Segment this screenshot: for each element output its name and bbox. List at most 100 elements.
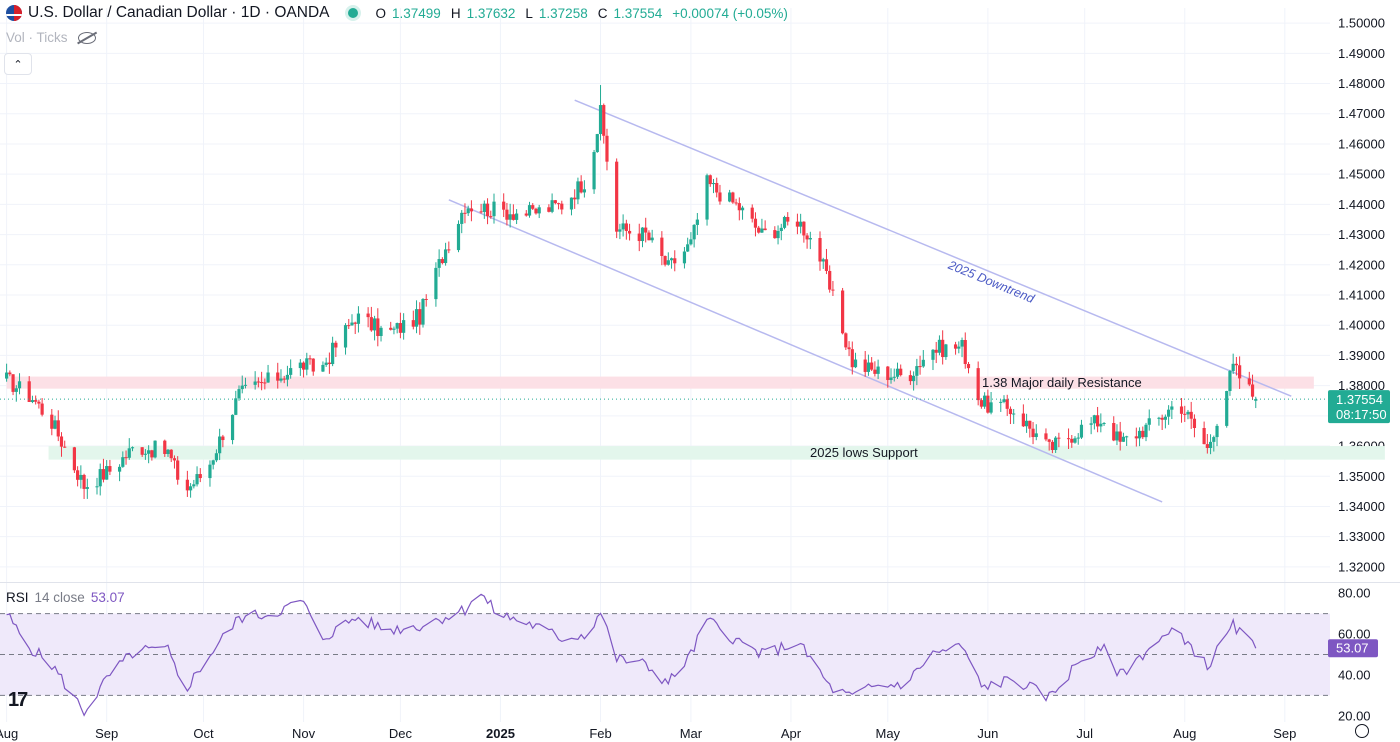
channel-lower-line (448, 199, 1163, 503)
candle-body (1192, 418, 1197, 429)
candle-body (260, 382, 264, 384)
gear-icon[interactable] (1355, 724, 1369, 738)
candle-body (605, 135, 609, 162)
last-price-badge (1328, 390, 1390, 424)
candle-body (505, 209, 509, 220)
candle-body (188, 486, 193, 491)
candle-body (369, 317, 373, 331)
y-tick-label: 1.32000 (1338, 559, 1385, 574)
candle-body (1102, 423, 1106, 425)
candle-body (569, 197, 574, 210)
candle-body (392, 328, 396, 330)
candle-body (421, 298, 425, 325)
x-tick-label: Dec (389, 726, 413, 741)
y-tick-label: 1.38000 (1338, 378, 1385, 393)
candle-body (983, 395, 987, 407)
rsi-name[interactable]: RSI (6, 590, 29, 605)
candle-body (1121, 436, 1126, 442)
symbol-title[interactable]: U.S. Dollar / Canadian Dollar · 1D · OAN… (28, 4, 330, 21)
rsi-tick-label: 60.00 (1338, 627, 1371, 642)
candle-body (560, 203, 564, 210)
rsi-tick-label: 80.00 (1338, 586, 1371, 601)
candle-body (1254, 399, 1258, 401)
candle-body (176, 460, 180, 480)
candle-body (734, 202, 738, 204)
candle-body (547, 207, 551, 212)
candle-body (253, 381, 257, 385)
candle-body (708, 175, 712, 185)
y-tick-label: 1.43000 (1338, 227, 1385, 242)
collapse-legend-button[interactable]: ⌃ (4, 53, 32, 75)
candle-body (1050, 441, 1055, 450)
candle-body (479, 211, 483, 213)
candle-body (63, 446, 67, 448)
candle-body (53, 420, 57, 429)
candle-body (192, 484, 196, 487)
candle-body (169, 449, 173, 459)
candle-body (282, 378, 286, 380)
eye-off-icon[interactable] (77, 31, 96, 44)
candle-body (85, 487, 89, 489)
candle-body (553, 200, 557, 204)
candle-body (979, 400, 984, 407)
candle-body (353, 322, 357, 324)
rsi-line (6, 593, 1257, 717)
volume-label[interactable]: Vol · Ticks (6, 30, 68, 45)
candle-body (276, 372, 280, 381)
candle-body (456, 223, 461, 251)
candle-body (1115, 431, 1119, 441)
candle-body (440, 259, 444, 264)
ohlc-high-key: H (450, 5, 461, 21)
candle-body (592, 152, 596, 190)
candle-body (372, 318, 377, 331)
candle-body (799, 221, 803, 227)
candle-body (666, 260, 670, 265)
x-tick-label: Sep (95, 726, 118, 741)
support-zone-label: 2025 lows Support (810, 445, 918, 460)
candle-body (889, 377, 893, 381)
candle-body (17, 381, 22, 389)
candle-body (944, 344, 948, 358)
y-tick-label: 1.44000 (1338, 197, 1385, 212)
candle-body (101, 469, 106, 480)
candle-body (740, 207, 745, 211)
candle-body (1167, 409, 1171, 417)
candle-body (366, 313, 370, 318)
ohlc-open-value: 1.37499 (392, 5, 441, 21)
candle-body (615, 161, 619, 232)
candle-body (76, 470, 80, 480)
candle-body (492, 201, 496, 217)
tradingview-logo-icon[interactable]: 17 (8, 689, 28, 711)
countdown-label: 08:17:50 (1336, 407, 1387, 422)
candle-body (8, 372, 12, 375)
candle-body (802, 221, 806, 236)
candle-body (153, 440, 157, 458)
candle-body (1002, 399, 1006, 402)
candle-body (1031, 428, 1035, 438)
candle-body (1228, 370, 1232, 392)
candle-body (147, 450, 151, 454)
rsi-tick-label: 20.00 (1338, 708, 1371, 723)
ohlc-values: O 1.37499 H 1.37632 L 1.37258 C 1.37554 +0.0… (376, 6, 792, 21)
candle-body (1137, 430, 1142, 439)
candle-body (686, 244, 690, 252)
candle-body (779, 227, 783, 231)
candle-body (1092, 415, 1096, 424)
candle-body (402, 320, 406, 333)
candle-body (398, 323, 403, 333)
candle-body (731, 192, 735, 203)
candle-body (795, 221, 800, 227)
candle-body (576, 181, 580, 200)
candle-body (960, 340, 964, 347)
y-tick-label: 1.47000 (1338, 106, 1385, 121)
candle-body (37, 401, 41, 404)
candle-body (1073, 438, 1077, 443)
candle-body (624, 223, 628, 231)
candle-body (1028, 420, 1032, 429)
candle-body (886, 366, 890, 381)
candle-body (198, 474, 202, 479)
candle-body (308, 358, 312, 360)
ohlc-low-key: L (525, 5, 533, 21)
candle-body (124, 457, 128, 459)
